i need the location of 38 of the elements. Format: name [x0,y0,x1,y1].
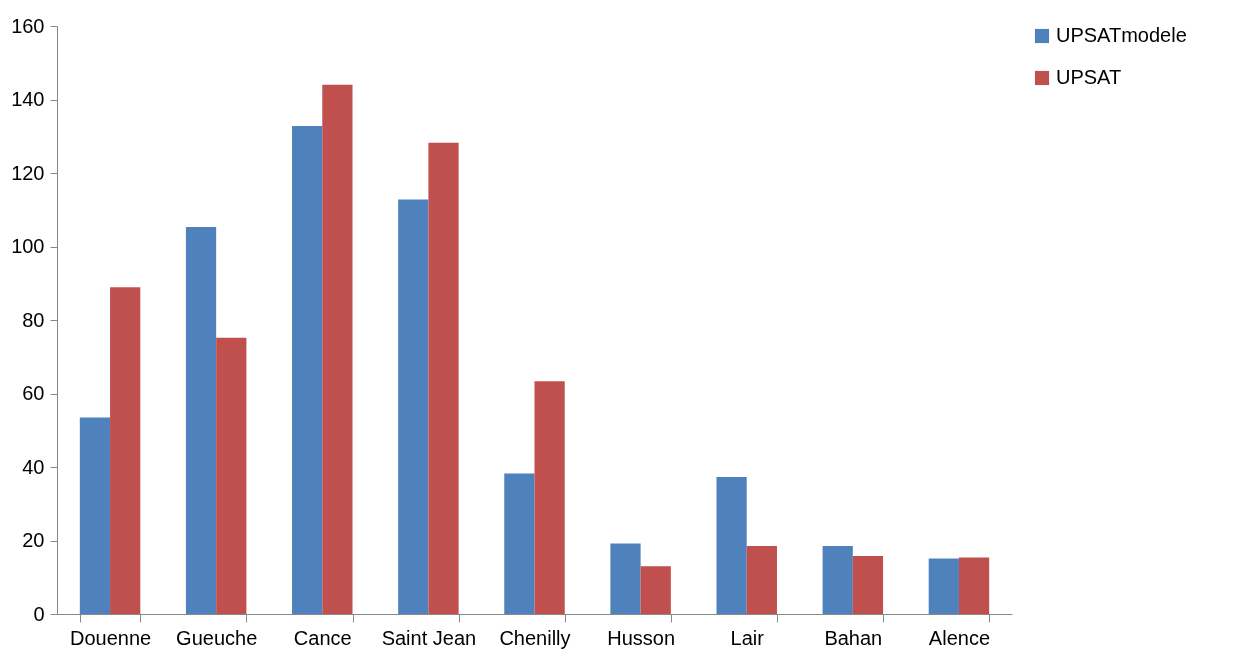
bar [292,125,323,614]
x-tick-label: Douenne [69,626,152,649]
x-tick-label: Chenilly [499,626,571,649]
bar [822,546,853,614]
legend-label: UPSATmodele [1056,24,1187,46]
bar [216,337,247,614]
x-tick-label: Bahan [824,626,883,649]
bar [928,558,959,614]
bar [716,476,747,614]
bar [322,84,353,614]
bar [610,543,641,614]
bar [110,287,141,614]
y-tick-label: 140 [11,88,45,110]
x-tick-label: Lair [730,626,765,649]
bar [504,473,535,614]
x-tick-label: Alence [928,626,991,649]
x-tick-label: Gueuche [176,626,258,649]
bar [185,227,217,614]
bar [428,142,459,614]
bar [746,546,777,614]
y-tick-label: 60 [22,382,45,404]
bar [640,566,671,614]
x-tick-label: Saint Jean [381,626,477,649]
bar [398,199,429,614]
y-tick-label: 120 [11,161,45,184]
y-tick-label: 80 [22,308,45,331]
bar [534,381,565,614]
x-tick-label: Cance [293,626,352,649]
y-tick-label: 40 [22,455,45,478]
bar [79,417,111,614]
y-tick-label: 100 [11,235,45,257]
bar [852,555,884,614]
y-tick-label: 0 [33,602,45,625]
bar [958,557,990,614]
legend-label: UPSAT [1056,66,1122,88]
y-tick-label: 20 [22,529,45,551]
y-tick-label: 160 [11,14,45,37]
x-tick-label: Husson [607,626,676,649]
